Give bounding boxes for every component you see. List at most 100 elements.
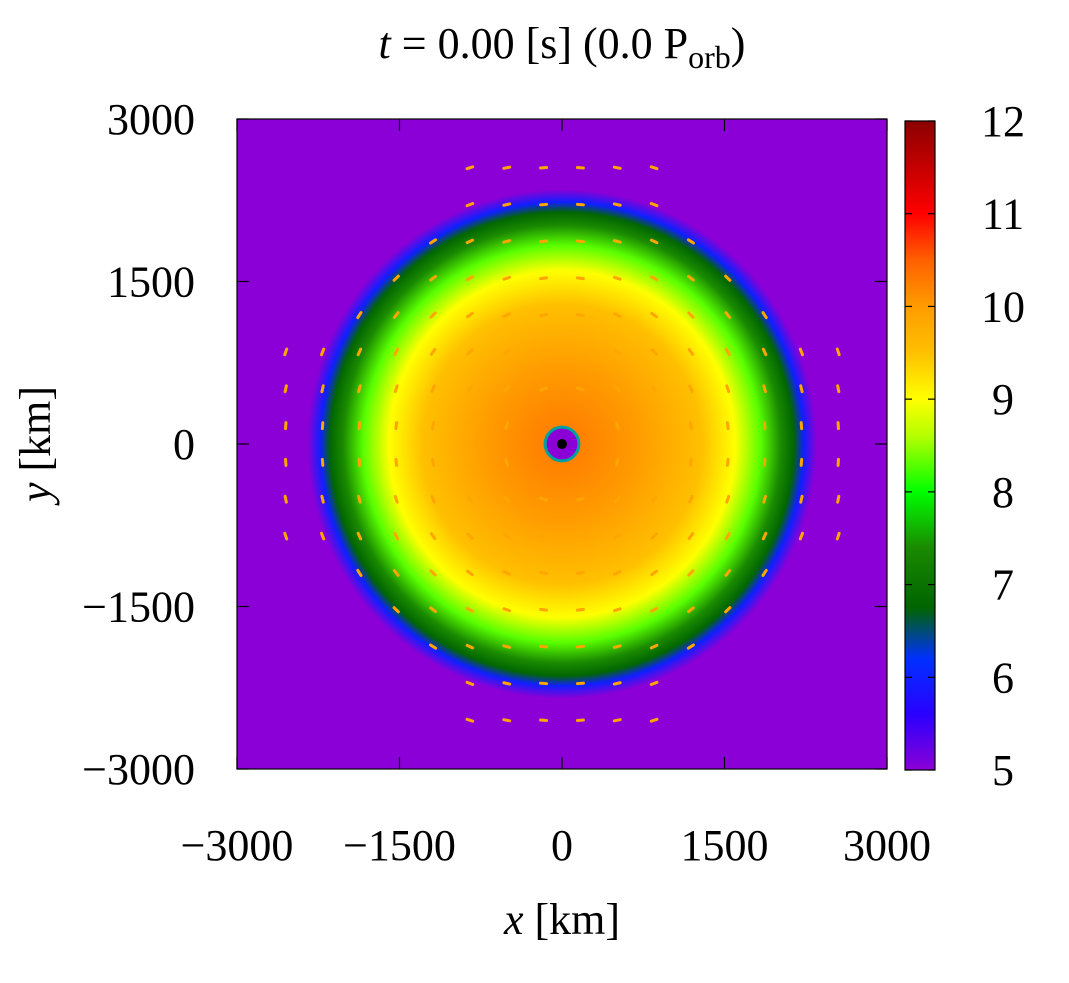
vector-arrow (393, 531, 400, 541)
vector-arrow (649, 643, 659, 650)
vector-arrow (798, 531, 804, 541)
vector-arrow (429, 643, 438, 650)
vector-arrow (614, 458, 620, 467)
vector-arrow (539, 644, 549, 649)
vector-arrow (466, 495, 473, 504)
vector-arrow (283, 384, 288, 394)
vector-arrow (575, 533, 585, 539)
vector-arrow (649, 275, 659, 282)
vector-arrow (430, 384, 436, 394)
vector-arrow (612, 644, 622, 649)
vector-arrow (649, 606, 659, 613)
vector-arrow (539, 313, 549, 318)
vector-arrow (539, 570, 549, 575)
vector-arrow (465, 606, 475, 613)
vector-arrow (393, 347, 400, 357)
vector-arrow (539, 276, 549, 281)
vector-arrow (649, 717, 659, 723)
vector-arrow (503, 385, 511, 393)
vector-arrow (502, 533, 511, 540)
vector-arrow (394, 457, 399, 467)
y-tick-label: 0 (173, 420, 195, 469)
vector-arrow (502, 681, 512, 686)
vector-arrow (575, 349, 585, 355)
vector-arrow (575, 239, 585, 244)
vector-arrow (465, 569, 474, 577)
vector-arrow (724, 569, 732, 577)
vector-arrow (761, 531, 768, 541)
vector-arrow (539, 533, 549, 539)
plot-area (236, 118, 888, 770)
vector-arrow (465, 275, 475, 282)
vector-arrow (429, 311, 437, 319)
vector-arrow (725, 421, 730, 431)
vector-arrow (394, 421, 399, 431)
vector-arrow (725, 457, 730, 467)
vector-arrow (761, 347, 768, 357)
colorbar-scale (904, 120, 936, 771)
vector-arrow (465, 717, 475, 723)
x-axis-variable: x (503, 895, 524, 944)
title-variable: t (379, 19, 393, 68)
vector-arrow (687, 569, 695, 577)
vector-arrow (430, 494, 436, 504)
vector-arrow (429, 532, 437, 541)
central-dot (557, 439, 567, 449)
vector-arrow (502, 239, 512, 244)
vector-arrow (465, 311, 474, 319)
vector-arrow (539, 496, 548, 502)
vector-arrow (612, 607, 622, 613)
y-axis-label: y [km] (11, 386, 60, 506)
vector-arrow (651, 421, 657, 431)
colorbar-tick-label: 6 (992, 653, 1014, 702)
vector-arrow (466, 348, 474, 356)
vector-arrow (686, 238, 695, 245)
vector-arrow (613, 348, 622, 355)
vector-arrow (320, 494, 325, 504)
vector-arrow (612, 681, 622, 686)
vector-arrow (575, 313, 585, 318)
y-tick-label: −3000 (82, 745, 195, 794)
vector-arrow (688, 457, 693, 467)
vector-arrow (504, 421, 510, 430)
vector-arrow (576, 386, 585, 392)
vector-arrow (836, 384, 841, 394)
vector-arrow (613, 495, 621, 503)
x-tick-labels: −3000 −1500 0 1500 3000 (181, 821, 931, 870)
vector-arrow (429, 569, 437, 577)
vector-arrow (687, 274, 695, 282)
vector-arrow (393, 384, 399, 394)
vector-arrow (651, 495, 658, 504)
y-axis-variable: y (11, 482, 60, 506)
vector-arrow (320, 384, 325, 394)
vector-arrow (650, 348, 658, 356)
vector-arrow (762, 457, 767, 467)
y-tick-label: −1500 (82, 583, 195, 632)
colorbar-tick-label: 8 (992, 468, 1014, 517)
vector-arrow (392, 569, 400, 577)
vector-arrow (687, 311, 695, 319)
vector-arrow (503, 495, 511, 503)
vector-arrow (650, 311, 659, 319)
vector-arrow (724, 311, 732, 319)
vector-arrow (320, 347, 326, 357)
vector-arrow (356, 531, 363, 541)
vector-arrow (466, 384, 473, 393)
vector-arrow (357, 421, 362, 431)
vector-arrow (724, 531, 731, 541)
vector-arrow (539, 607, 549, 612)
y-tick-labels: 3000 1500 0 −1500 −3000 (82, 95, 195, 794)
vector-arrow (356, 311, 363, 320)
vector-arrow (502, 275, 512, 281)
x-tick-label: −3000 (181, 821, 294, 870)
x-tick-label: 3000 (843, 821, 931, 870)
colorbar-tick-label: 9 (992, 375, 1014, 424)
vector-arrow (724, 606, 732, 614)
vector-arrow (649, 680, 659, 686)
vector-arrow (650, 569, 659, 577)
vector-arrow (539, 349, 549, 355)
vector-arrow (283, 531, 289, 541)
vector-arrow (835, 347, 841, 357)
vector-arrow (539, 386, 548, 392)
vector-field (283, 165, 841, 723)
